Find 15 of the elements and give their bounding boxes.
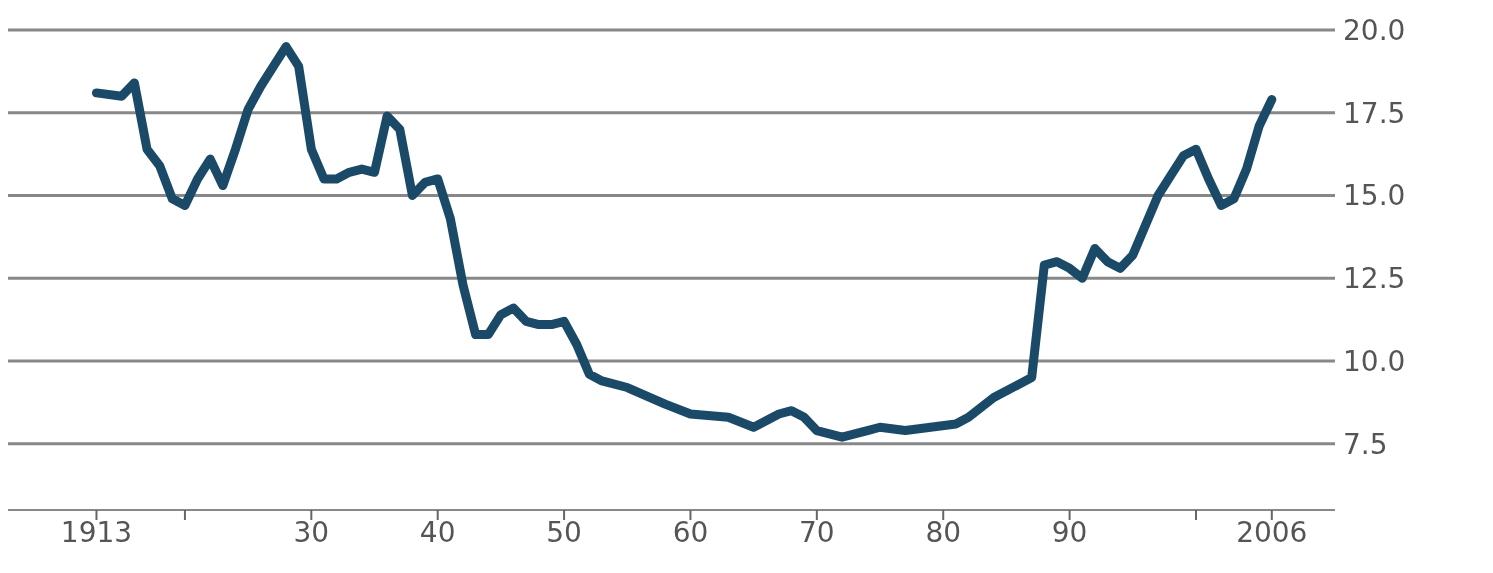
- y-tick-label: 10.0: [1343, 344, 1406, 378]
- x-tick-label: 90: [1051, 515, 1088, 549]
- y-tick-label: 17.5: [1343, 96, 1406, 130]
- x-tick-label: 2006: [1236, 515, 1308, 549]
- y-tick-label: 7.5: [1343, 427, 1388, 461]
- x-tick-label: 50: [546, 515, 582, 549]
- x-tick-label: 70: [799, 515, 835, 549]
- y-tick-label: 20.0: [1343, 13, 1406, 47]
- y-tick-label: 15.0: [1343, 179, 1406, 213]
- x-tick-label: 80: [925, 515, 962, 549]
- x-tick-label: 60: [672, 515, 709, 549]
- x-tick-label: 30: [293, 515, 330, 549]
- x-tick-label: 40: [419, 515, 456, 549]
- x-tick-label: 1913: [60, 515, 133, 549]
- y-tick-label: 12.5: [1343, 262, 1406, 296]
